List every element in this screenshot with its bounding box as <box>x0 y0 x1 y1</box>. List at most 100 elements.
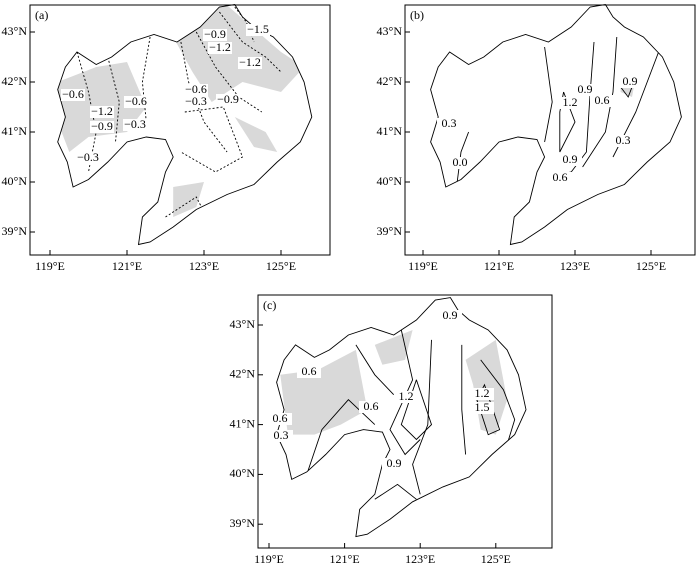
y-tick-label: 40°N <box>377 174 403 188</box>
label-background <box>268 413 292 425</box>
label-background <box>573 84 597 96</box>
label-background <box>548 172 572 184</box>
label-background <box>438 310 462 322</box>
y-tick-label: 43°N <box>230 317 256 331</box>
contour-label: −1.5 <box>247 22 269 36</box>
contour-line <box>219 11 282 73</box>
label-background <box>297 366 321 378</box>
contour-line <box>544 46 553 143</box>
x-tick-label: 119°E <box>254 552 284 564</box>
x-tick-label: 123°E <box>560 259 590 273</box>
map-panel: (b) 119°E 121°E 123°E 125°E 43°N 42°N 41°N 40°N 3… <box>377 4 696 273</box>
panel-label: (c) <box>263 298 276 312</box>
contour-label: −0.3 <box>185 94 207 108</box>
contour-line <box>461 344 467 455</box>
contour-label: −0.6 <box>62 87 84 101</box>
contour-label: −0.3 <box>124 117 146 131</box>
contour-line <box>456 131 470 183</box>
contour-label: 0.9 <box>623 74 638 88</box>
label-background <box>203 29 227 41</box>
label-background <box>590 95 614 107</box>
contour-label: 0.6 <box>302 364 317 378</box>
contour-label: 0.9 <box>578 82 593 96</box>
label-background <box>61 89 85 101</box>
y-tick-label: 39°N <box>2 224 28 238</box>
shaded-area <box>465 339 508 435</box>
x-tick-label: 121°E <box>484 259 514 273</box>
label-background <box>124 96 148 108</box>
contour-label: 1.2 <box>399 389 414 403</box>
y-tick-label: 39°N <box>377 224 403 238</box>
label-background <box>184 84 208 96</box>
province-outline <box>430 4 682 246</box>
contour-label: 0.6 <box>553 170 568 184</box>
contour-label: 1.5 <box>475 400 490 414</box>
contour-label: 0.9 <box>387 456 402 470</box>
panel-label: (b) <box>410 8 424 22</box>
contour-line <box>400 379 433 441</box>
y-tick-label: 39°N <box>230 516 256 530</box>
shaded-area <box>173 4 305 102</box>
contour-label: −0.3 <box>77 150 99 164</box>
y-tick-label: 42°N <box>377 74 403 88</box>
contour-label: −1.2 <box>239 55 261 69</box>
x-tick-label: 125°E <box>481 552 511 564</box>
label-background <box>470 388 494 400</box>
y-tick-label: 42°N <box>2 74 28 88</box>
shaded-area <box>280 349 368 435</box>
label-background <box>448 157 472 169</box>
contour-line <box>107 56 120 143</box>
panel-label: (a) <box>35 8 48 22</box>
contour-label: 1.2 <box>475 386 490 400</box>
contour-line <box>180 106 244 173</box>
label-background <box>123 119 147 131</box>
map-panel: (a) 119°E 121°E 123°E 125°E 43°N 42°N 41°N 40°N 3… <box>2 4 331 273</box>
contour-label: 1.2 <box>563 95 578 109</box>
label-background <box>611 135 635 147</box>
contour-label: 0.9 <box>563 152 578 166</box>
label-background <box>238 57 262 69</box>
label-background <box>90 106 114 118</box>
label-background <box>216 94 240 106</box>
contour-line <box>355 344 395 396</box>
contour-label: 0.3 <box>616 133 631 147</box>
x-tick-label: 119°E <box>35 259 65 273</box>
label-background <box>470 402 494 414</box>
contour-label: 0.6 <box>364 399 379 413</box>
x-tick-label: 125°E <box>266 259 296 273</box>
y-tick-label: 41°N <box>377 124 403 138</box>
x-tick-label: 121°E <box>330 552 360 564</box>
shaded-area <box>234 117 278 152</box>
province-outline <box>57 4 313 246</box>
label-background <box>184 96 208 108</box>
contour-label: −0.9 <box>204 27 226 41</box>
label-background <box>90 121 114 133</box>
contour-line <box>582 36 618 168</box>
label-background <box>246 24 270 36</box>
map-panel: (c) 119°E 121°E 123°E 125°E 43°N 42°N 41°N 40°N 3… <box>230 294 553 564</box>
y-tick-label: 42°N <box>230 367 256 381</box>
contour-label: 0.3 <box>274 428 289 442</box>
contour-line <box>389 329 421 456</box>
label-background <box>359 401 383 413</box>
province-outline <box>276 297 527 538</box>
y-tick-label: 43°N <box>2 24 28 38</box>
contour-label: −0.6 <box>185 82 207 96</box>
contour-line <box>374 483 417 500</box>
label-background <box>558 97 582 109</box>
contour-label: −1.2 <box>209 40 231 54</box>
x-tick-label: 123°E <box>405 552 435 564</box>
y-tick-label: 43°N <box>377 24 403 38</box>
label-background <box>618 76 642 88</box>
label-background <box>394 391 418 403</box>
x-tick-label: 125°E <box>636 259 666 273</box>
y-tick-label: 40°N <box>230 466 256 480</box>
shaded-area <box>173 182 204 217</box>
y-tick-label: 41°N <box>230 416 256 430</box>
x-tick-label: 121°E <box>112 259 142 273</box>
contour-label: −0.6 <box>125 94 147 108</box>
contour-label: 0.3 <box>442 116 457 130</box>
contour-line <box>412 339 432 495</box>
contour-label: 0.9 <box>443 308 458 322</box>
label-background <box>208 42 232 54</box>
